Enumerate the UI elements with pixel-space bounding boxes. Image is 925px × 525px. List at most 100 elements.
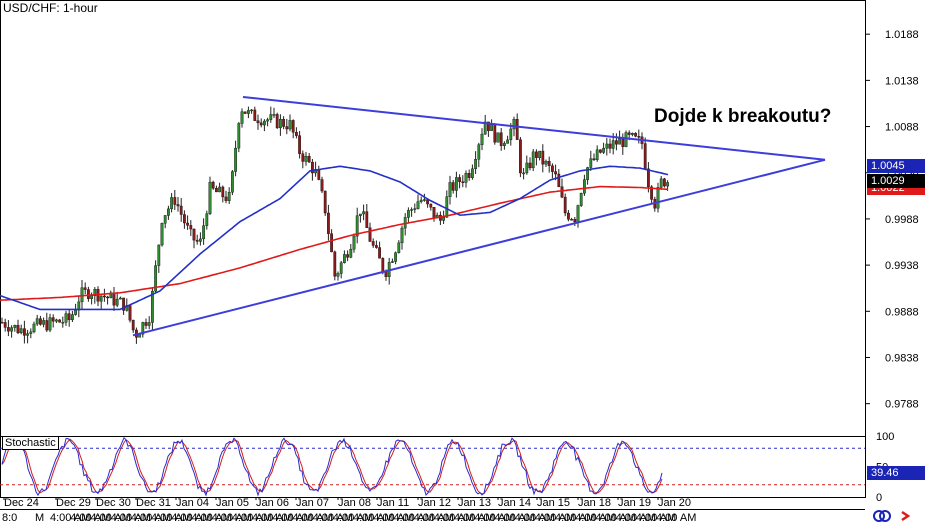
candle-body (490, 124, 493, 131)
candle-body (464, 173, 468, 183)
candle-body (93, 289, 97, 296)
candle (26, 329, 29, 344)
candle (333, 250, 337, 281)
candle-body (627, 132, 631, 135)
candle-body (391, 261, 394, 263)
candle (634, 132, 638, 138)
candle-body (413, 208, 417, 210)
last-price-tag: 1.0029 (867, 174, 925, 189)
candle (653, 196, 657, 212)
candle (23, 320, 26, 344)
candle (279, 114, 282, 136)
candle (461, 175, 465, 188)
x-tick-label: Jan 07 (296, 497, 329, 509)
candle (295, 127, 298, 139)
stochastic-d-line (1, 438, 663, 495)
candle-body (83, 287, 87, 290)
candle (157, 244, 161, 273)
candle-body (375, 245, 378, 248)
candle-body (51, 317, 55, 322)
candle (531, 149, 535, 172)
candle-body (643, 143, 647, 170)
candle-body (512, 119, 516, 130)
candle (327, 204, 330, 241)
candle (298, 130, 301, 159)
candle-body (122, 297, 126, 311)
candle (304, 151, 308, 166)
candle-body (618, 138, 622, 145)
candle (541, 144, 545, 173)
candle-body (608, 143, 612, 149)
candle (480, 128, 484, 151)
candle-body (192, 228, 196, 241)
candle-body (615, 140, 618, 145)
candle-body (458, 177, 461, 182)
x-tick-label: Jan 08 (338, 497, 371, 509)
x-tick-label: Dec 31 (136, 497, 171, 509)
candle (189, 220, 193, 236)
x-tick-label: Dec 29 (56, 497, 91, 509)
candle-body (576, 205, 580, 223)
x-tick-label: Jan 11 (377, 497, 409, 509)
candle (448, 175, 452, 205)
candle-body (317, 169, 321, 180)
candle (275, 112, 279, 129)
candle (16, 319, 20, 335)
candle (400, 225, 404, 250)
candle-body (663, 178, 666, 187)
candle (202, 218, 205, 245)
candle-body (423, 199, 426, 201)
candle (445, 190, 449, 218)
time-label: 4:00 AM (131, 512, 171, 524)
candle (205, 210, 209, 230)
candle (349, 244, 353, 259)
candle (269, 106, 273, 123)
candle (570, 217, 574, 221)
time-label: 4:00 AM (373, 512, 413, 524)
candle (144, 318, 148, 329)
candle (163, 215, 167, 229)
candle-body (650, 186, 654, 200)
candle (208, 176, 212, 216)
candle-body (592, 158, 596, 160)
candle (621, 133, 625, 155)
x-tick-label: Jan 12 (418, 497, 451, 509)
candle (592, 153, 596, 162)
candle (230, 170, 234, 196)
candle-body (346, 254, 349, 258)
candle-body (493, 124, 497, 143)
candle-body (381, 258, 385, 272)
candle-body (355, 215, 359, 237)
candle (563, 193, 567, 217)
candle-body (221, 186, 225, 198)
candle-body (176, 204, 180, 207)
candle-body (666, 182, 670, 187)
candle-body (80, 287, 84, 303)
y-tick-label: 0.9938 (885, 260, 919, 272)
candle-body (471, 168, 474, 178)
x-tick-label: Jan 14 (498, 497, 531, 509)
time-label: 8:0 (2, 512, 17, 524)
candle (67, 309, 71, 327)
candle (519, 136, 522, 178)
candle-body (35, 318, 39, 325)
candle-body (419, 199, 423, 202)
candle-body (157, 244, 161, 266)
candle (160, 222, 164, 247)
x-tick-label: Jan 13 (458, 497, 491, 509)
candle-body (39, 318, 42, 325)
candle-body (55, 319, 58, 322)
candle (615, 133, 618, 151)
candle (32, 321, 36, 334)
candle (64, 310, 68, 326)
candle (605, 138, 609, 156)
candle (637, 129, 641, 144)
candle (256, 114, 260, 130)
candle (3, 318, 7, 332)
candle (218, 182, 221, 193)
time-label: 4:00 AM (414, 512, 454, 524)
candle-body (42, 320, 46, 325)
candle (608, 138, 612, 154)
candle-body (323, 190, 327, 214)
candle (259, 118, 263, 128)
